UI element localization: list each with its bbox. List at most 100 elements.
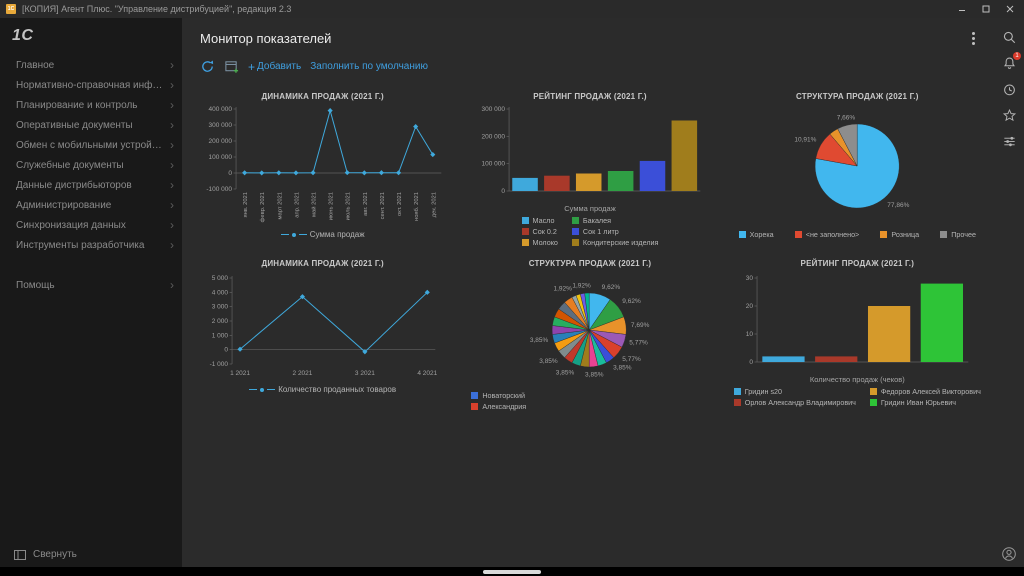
windows-taskbar: [0, 567, 1024, 576]
charts-grid: ДИНАМИКА ПРОДАЖ (2021 Г.) -100 000 0 100 0…: [196, 92, 984, 411]
maximize-button[interactable]: [974, 0, 998, 18]
close-button[interactable]: [998, 0, 1022, 18]
svg-text:400 000: 400 000: [209, 106, 233, 113]
legend-item: Молоко: [521, 238, 558, 247]
svg-text:2 2021: 2 2021: [293, 370, 313, 377]
sidebar-item-label: Служебные документы: [16, 159, 124, 171]
svg-text:9,62%: 9,62%: [623, 298, 642, 305]
chart-legend: Новаторский Александрия: [463, 391, 716, 411]
refresh-button[interactable]: [200, 59, 215, 74]
legend-item: Гридин s20: [733, 387, 856, 396]
sidebar-item-label: Планирование и контроль: [16, 99, 138, 111]
sidebar-item[interactable]: Администрирование ›: [0, 195, 182, 215]
svg-text:1,92%: 1,92%: [573, 283, 592, 290]
legend-item: Сок 1 литр: [571, 227, 659, 236]
svg-text:авг. 2021: авг. 2021: [363, 192, 369, 216]
chart-title: СТРУКТУРА ПРОДАЖ (2021 Г.): [796, 92, 919, 101]
sidebar-item[interactable]: Служебные документы ›: [0, 155, 182, 175]
legend-swatch: [571, 239, 579, 246]
chart-title: ДИНАМИКА ПРОДАЖ (2021 Г.): [261, 92, 384, 101]
chart-svg: -100 000 0 100 000 200 000 300 000 400 000 янв…: [206, 106, 442, 222]
page-title: Монитор показателей: [200, 30, 332, 46]
search-icon: [1003, 31, 1015, 43]
notifications-button[interactable]: 1: [999, 52, 1021, 73]
user-account-button[interactable]: [999, 544, 1019, 564]
sidebar-item[interactable]: Главное ›: [0, 55, 182, 75]
legend-swatch: [521, 228, 529, 235]
sidebar-item[interactable]: Помощь ›: [0, 275, 182, 295]
collapse-icon: [14, 549, 26, 560]
sidebar-item-label: Синхронизация данных: [16, 219, 126, 231]
sidebar-item[interactable]: Оперативные документы ›: [0, 115, 182, 135]
svg-text:нояб. 2021: нояб. 2021: [414, 192, 420, 221]
svg-text:200 000: 200 000: [482, 133, 506, 140]
svg-text:1 2021: 1 2021: [230, 370, 250, 377]
svg-text:0: 0: [749, 359, 753, 366]
history-icon: [1003, 83, 1015, 95]
sidebar-item[interactable]: Нормативно-справочная информация ›: [0, 75, 182, 95]
chart-legend: Хорека <не заполнено> Розница Прочее: [731, 230, 984, 239]
svg-text:март 2021: март 2021: [277, 192, 283, 219]
kebab-icon: [971, 36, 975, 40]
sidebar-item[interactable]: Данные дистрибьюторов ›: [0, 175, 182, 195]
configure-icon: [225, 61, 239, 73]
sidebar-item-label: Обмен с мобильными устройствами: [16, 139, 166, 151]
notification-badge: 1: [1013, 52, 1021, 60]
sidebar-item[interactable]: Инструменты разработчика ›: [0, 235, 182, 255]
svg-text:февр. 2021: февр. 2021: [260, 192, 266, 222]
minimize-button[interactable]: [950, 0, 974, 18]
chart-x-axis-label: Количество продаж (чеков): [809, 375, 905, 384]
minimize-icon: [959, 10, 965, 11]
configure-monitor-button[interactable]: [224, 59, 239, 74]
legend-item: Прочее: [940, 230, 976, 239]
maximize-icon: [982, 5, 990, 13]
sidebar-item[interactable]: Обмен с мобильными устройствами ›: [0, 135, 182, 155]
svg-text:5 000: 5 000: [212, 275, 229, 282]
window-title: [КОПИЯ] Агент Плюс. "Управление дистрибу…: [22, 4, 292, 14]
add-button[interactable]: + Добавить: [248, 59, 302, 74]
chart-canvas[interactable]: 77,86% 10,91% 7,66%: [731, 103, 984, 227]
svg-text:100 000: 100 000: [209, 154, 233, 161]
svg-text:3,85%: 3,85%: [585, 372, 604, 379]
fill-default-button[interactable]: Заполнить по умолчанию: [310, 61, 428, 72]
filter-button[interactable]: [999, 131, 1019, 151]
more-actions-button[interactable]: [964, 29, 982, 47]
main-menu: Главное›Нормативно-справочная информация…: [0, 55, 182, 295]
svg-text:30: 30: [745, 275, 753, 282]
legend-swatch: [471, 403, 479, 410]
svg-text:3 2021: 3 2021: [355, 370, 375, 377]
svg-text:5,77%: 5,77%: [630, 340, 649, 347]
chart-canvas[interactable]: 0 10 20 30: [731, 270, 984, 374]
legend-swatch: [869, 399, 877, 406]
legend-swatch: [880, 231, 888, 238]
svg-text:июнь 2021: июнь 2021: [329, 192, 335, 220]
sidebar-item[interactable]: Планирование и контроль ›: [0, 95, 182, 115]
chevron-right-icon: ›: [170, 118, 174, 132]
chart-canvas[interactable]: -1 000 0 1 000 2 000 3 000 4 000 5 000 1 2021 2 …: [196, 270, 449, 382]
chart-canvas[interactable]: 9,62% 9,62% 7,69% 5,77% 5,77% 3,85% 3,85% 3,85%…: [463, 270, 716, 388]
search-button[interactable]: [999, 27, 1019, 47]
svg-text:янв. 2021: янв. 2021: [243, 192, 249, 218]
chart-canvas[interactable]: 0 100 000 200 000 300 000: [463, 103, 716, 203]
chart-sales-dynamics-quarterly: ДИНАМИКА ПРОДАЖ (2021 Г.) -1 000 0 1 000 2 …: [196, 259, 449, 411]
history-button[interactable]: [999, 79, 1019, 99]
chart-legend: Масло Сок 0.2 Молоко Бакалея Сок 1 литр Конди…: [463, 216, 716, 247]
chart-canvas[interactable]: -100 000 0 100 000 200 000 300 000 400 000 янв…: [196, 103, 449, 227]
add-label: Добавить: [257, 61, 302, 72]
svg-text:77,86%: 77,86%: [887, 202, 909, 209]
chevron-right-icon: ›: [170, 178, 174, 192]
legend-swatch: [571, 228, 579, 235]
chart-svg: 77,86% 10,91% 7,66%: [794, 114, 909, 209]
sidebar-item-label: Данные дистрибьюторов: [16, 179, 132, 191]
plus-icon: +: [248, 59, 256, 74]
svg-text:10: 10: [745, 331, 753, 338]
svg-text:300 000: 300 000: [209, 122, 233, 129]
favorites-button[interactable]: [999, 105, 1019, 125]
svg-text:7,66%: 7,66%: [836, 114, 855, 121]
collapse-sidebar-button[interactable]: Свернуть: [0, 549, 182, 560]
collapse-label: Свернуть: [33, 549, 77, 560]
legend-item: Сок 0.2: [521, 227, 558, 236]
chevron-right-icon: ›: [170, 78, 174, 92]
legend-swatch: [521, 239, 529, 246]
sidebar-item[interactable]: Синхронизация данных ›: [0, 215, 182, 235]
